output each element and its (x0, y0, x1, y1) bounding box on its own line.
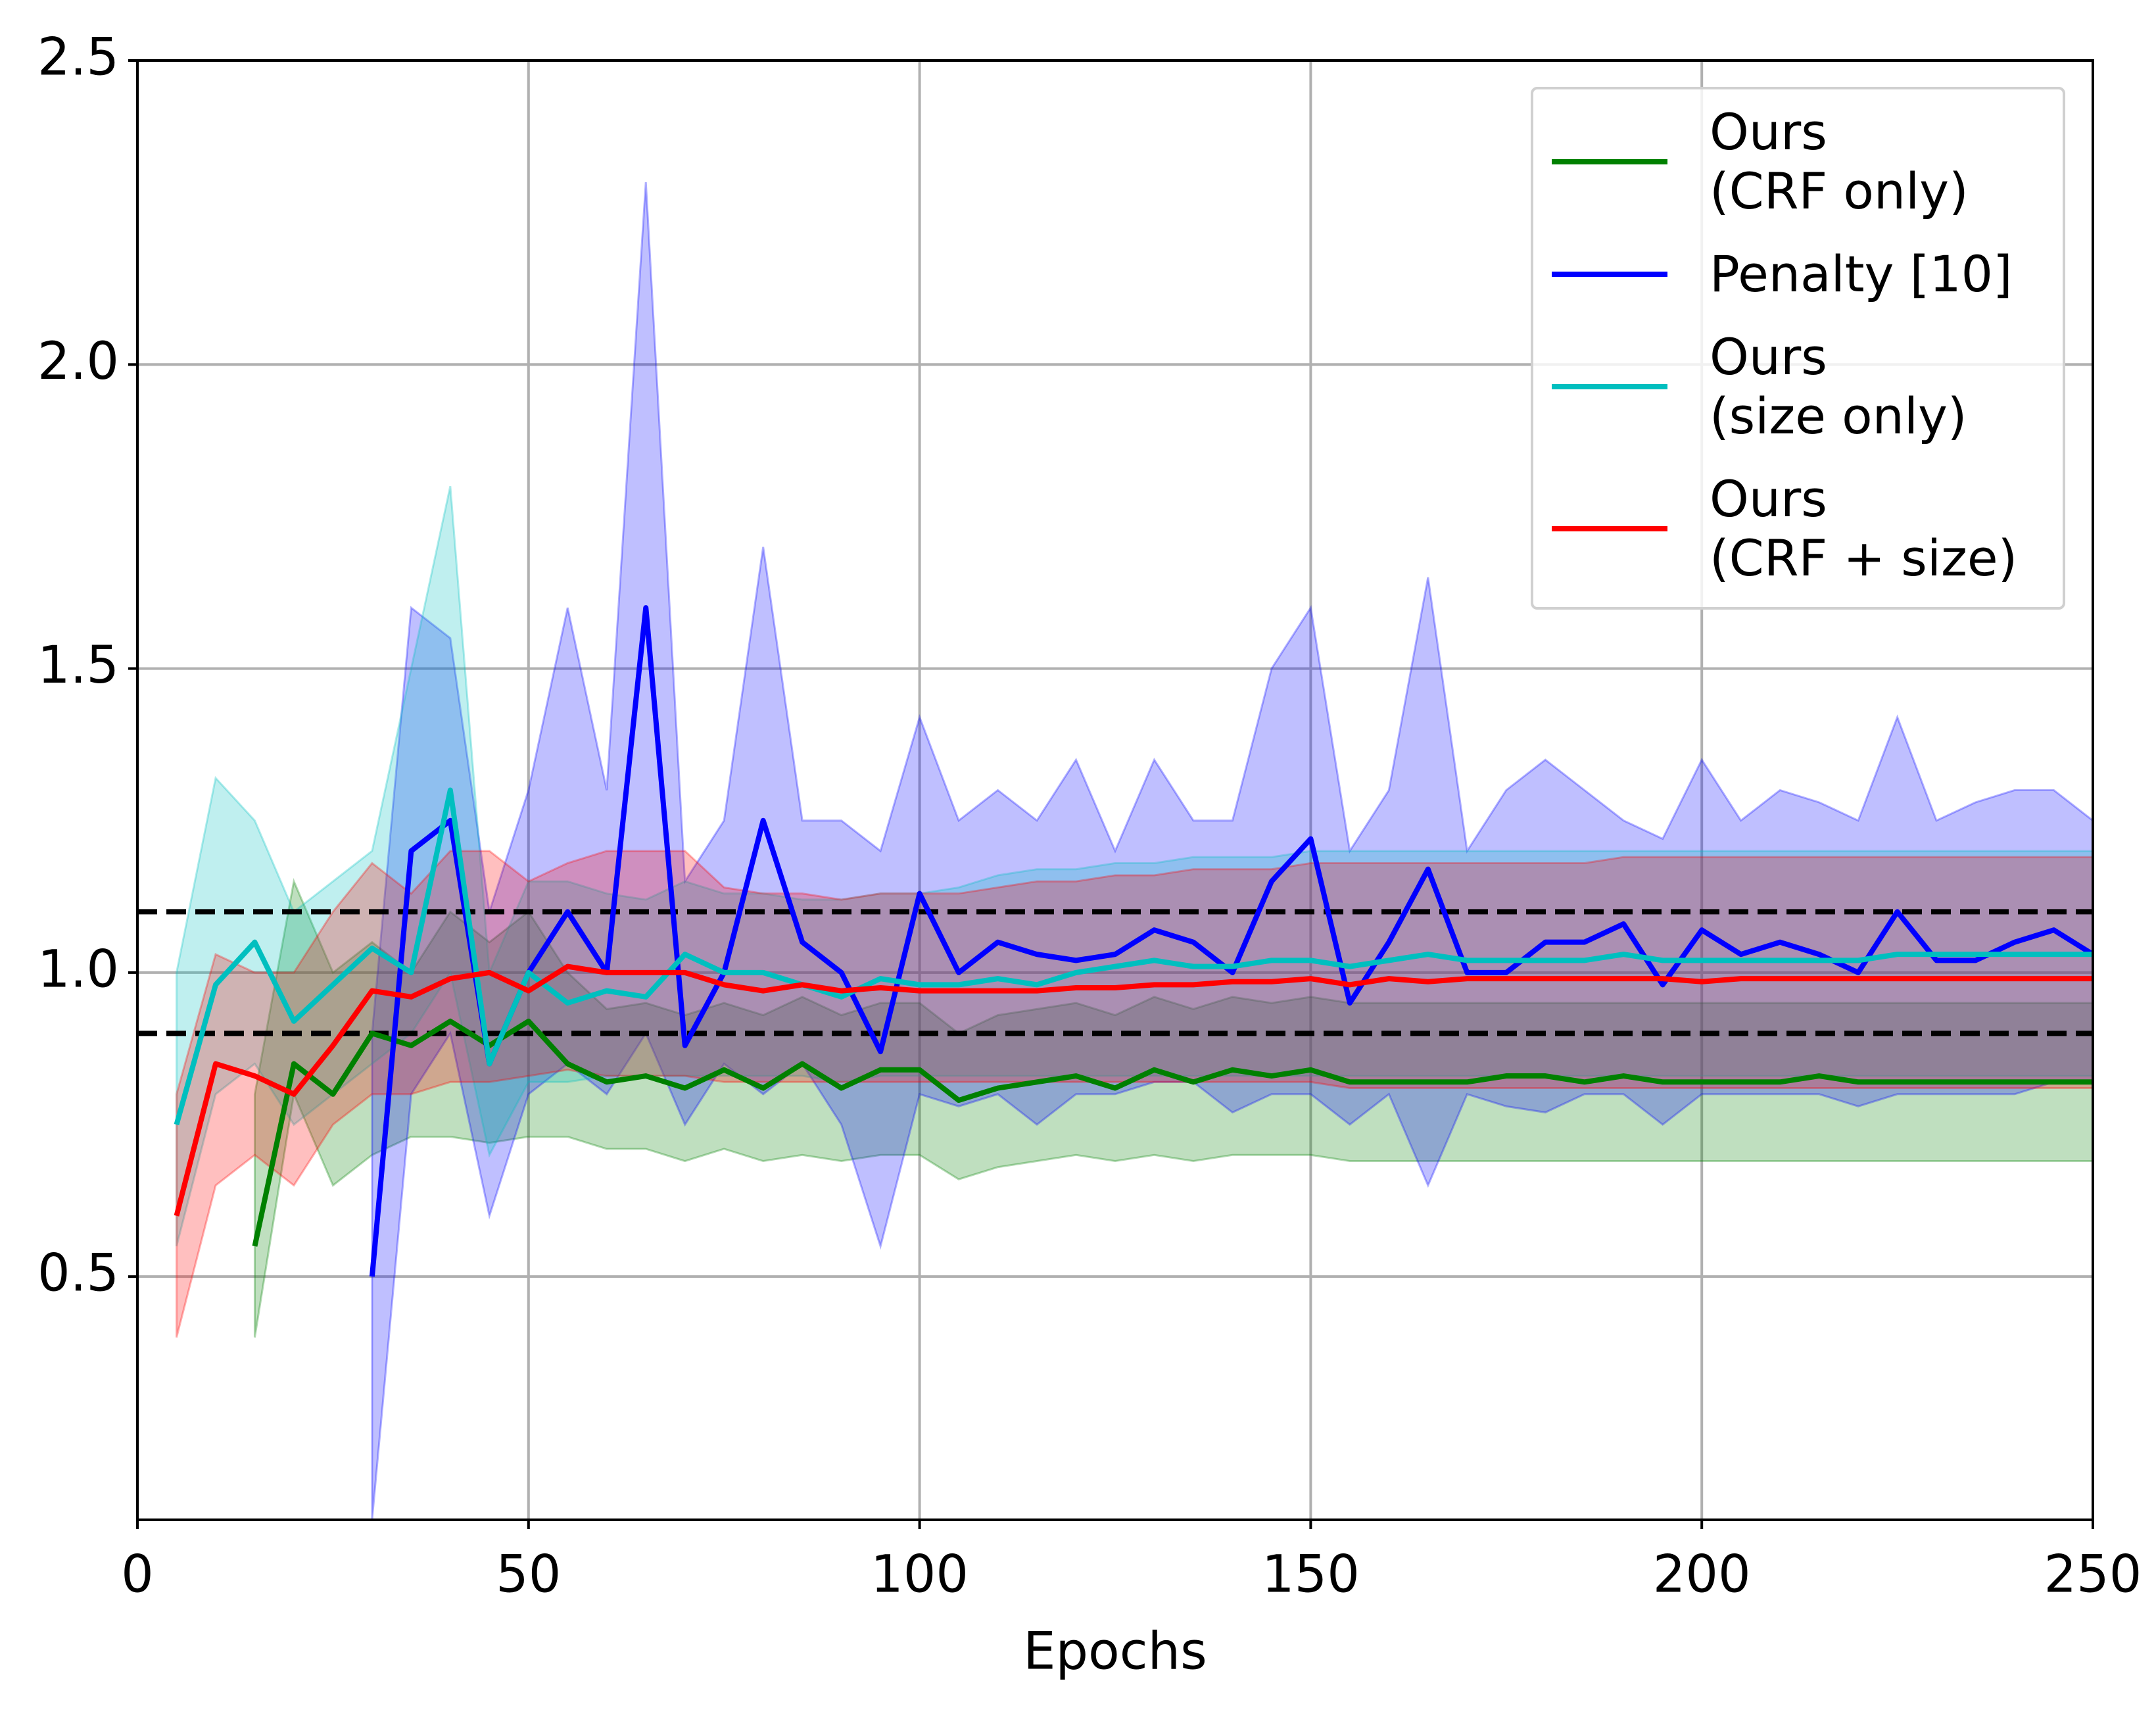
axes: 0 50 100 150 200 250 0.5 1.0 1.5 2.0 2.5 (37, 28, 2142, 1604)
x-tick-label: 150 (1262, 1545, 1360, 1604)
legend-label: Penalty [10] (1710, 245, 2013, 303)
legend-swatch (1552, 159, 1667, 164)
legend-label: Ours (CRF only) (1710, 103, 1969, 220)
series-line (174, 787, 2093, 1126)
legend-swatch (1552, 272, 1667, 277)
x-tick-label: 200 (1653, 1545, 1751, 1604)
y-tick-label: 2.0 (37, 332, 119, 391)
x-tick-label: 0 (121, 1545, 154, 1604)
legend-entry: Ours (size only) (1533, 328, 2063, 470)
legend-swatch (1552, 526, 1667, 531)
lines (174, 605, 2093, 1277)
legend-label: Ours (size only) (1710, 328, 1967, 445)
y-tick-label: 1.0 (37, 940, 119, 999)
series-line (174, 963, 2093, 1217)
legend-entry: Penalty [10] (1533, 245, 2063, 328)
legend-swatch (1552, 384, 1667, 389)
series-line (369, 605, 2093, 1277)
error-band (175, 485, 2093, 1247)
legend-label: Ours (CRF + size) (1710, 470, 2018, 587)
y-tick-label: 2.5 (37, 28, 119, 87)
series-line (252, 1018, 2093, 1247)
legend: Ours (CRF only) Penalty [10] Ours (size on… (1531, 87, 2065, 610)
x-tick-label: 100 (871, 1545, 969, 1604)
y-tick-label: 1.5 (37, 636, 119, 695)
x-tick-label: 250 (2044, 1545, 2142, 1604)
legend-entry: Ours (CRF only) (1533, 103, 2063, 245)
error-band (253, 878, 2093, 1338)
x-axis-label: Epochs (1023, 1622, 1207, 1681)
x-tick-label: 50 (496, 1545, 561, 1604)
plot-frame (136, 59, 2094, 1521)
legend-entry: Ours (CRF + size) (1533, 470, 2063, 612)
y-tick-label: 0.5 (37, 1244, 119, 1303)
error-band (371, 182, 2093, 1520)
